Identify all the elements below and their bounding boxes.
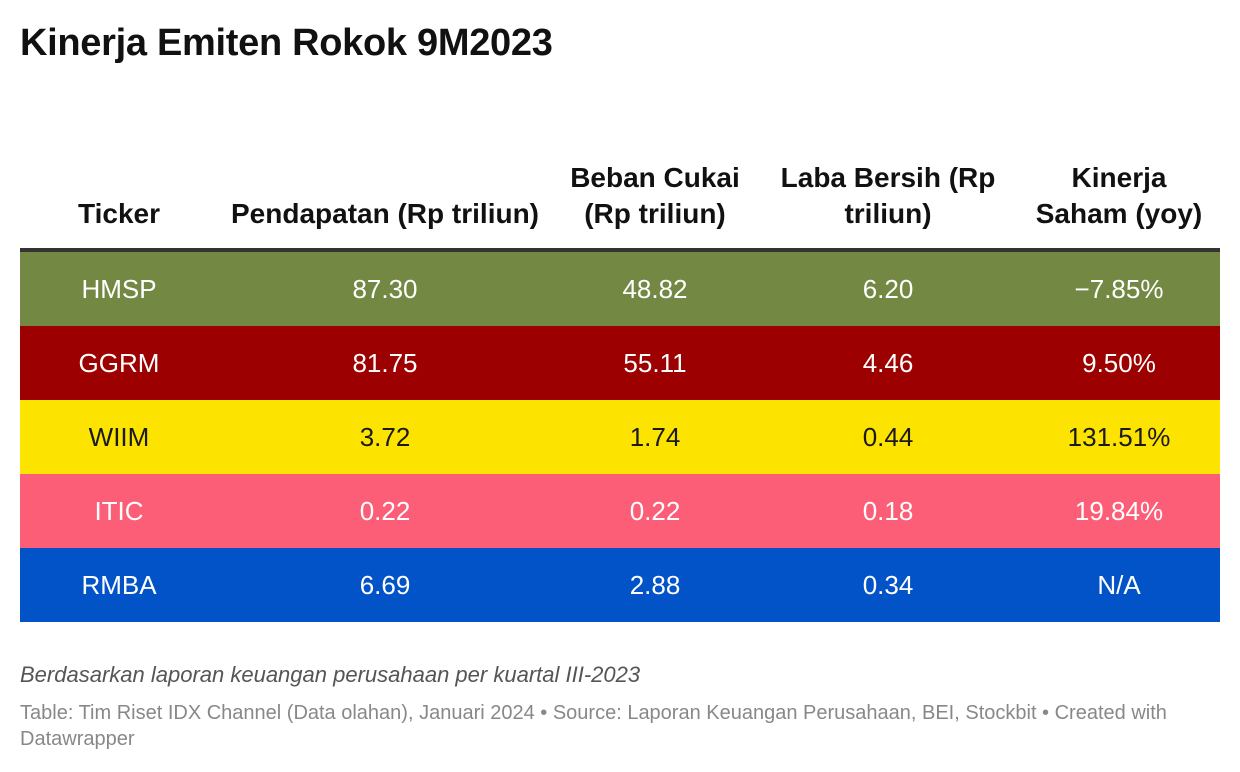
laba-bersih-cell: 4.46: [862, 347, 914, 378]
beban-cukai-cell: 2.88: [629, 569, 681, 600]
laba-bersih-cell: 0.44: [862, 421, 914, 452]
table-row: GGRM 81.75 55.11 4.46 9.50%: [20, 326, 1220, 400]
table-row: ITIC 0.22 0.22 0.18 19.84%: [20, 474, 1220, 548]
pendapatan-cell: 6.69: [359, 569, 411, 600]
ticker-cell: RMBA: [81, 569, 157, 600]
beban-cukai-cell: 1.74: [629, 421, 681, 452]
pendapatan-cell: 87.30: [352, 273, 418, 304]
data-table-container: Ticker Pendapatan (Rp triliun) Beban Cuk…: [20, 120, 1220, 622]
ticker-cell: GGRM: [78, 347, 160, 378]
kinerja-saham-cell: 19.84%: [1074, 495, 1164, 526]
kinerja-saham-cell: 131.51%: [1067, 421, 1171, 452]
kinerja-saham-cell: 9.50%: [1082, 347, 1156, 378]
laba-bersih-cell: 0.34: [862, 569, 914, 600]
pendapatan-cell: 0.22: [359, 495, 411, 526]
chart-title: Kinerja Emiten Rokok 9M2023: [20, 22, 553, 64]
table-row: HMSP 87.30 48.82 6.20 −7.85%: [20, 250, 1220, 326]
ticker-cell: WIIM: [88, 421, 150, 452]
table-body: HMSP 87.30 48.82 6.20 −7.85% GGRM 81.75 55.11 4.…: [20, 250, 1220, 622]
source-footer: Table: Tim Riset IDX Channel (Data olaha…: [20, 702, 1167, 750]
kinerja-saham-cell: −7.85%: [1074, 273, 1164, 304]
column-header-pendapatan[interactable]: Pendapatan (Rp triliun): [218, 120, 552, 252]
laba-bersih-cell: 0.18: [862, 495, 914, 526]
column-header-ticker[interactable]: Ticker: [20, 120, 218, 252]
ticker-cell: ITIC: [94, 495, 144, 526]
table-row: WIIM 3.72 1.74 0.44 131.51%: [20, 400, 1220, 474]
laba-bersih-cell: 6.20: [862, 273, 914, 304]
ticker-cell: HMSP: [81, 273, 157, 304]
pendapatan-cell: 81.75: [352, 347, 418, 378]
beban-cukai-cell: 55.11: [623, 347, 687, 378]
column-header-laba-bersih[interactable]: Laba Bersih (Rp triliun): [758, 120, 1018, 252]
header-row: Ticker Pendapatan (Rp triliun) Beban Cuk…: [20, 120, 1220, 252]
data-table: Ticker Pendapatan (Rp triliun) Beban Cuk…: [20, 120, 1220, 622]
column-header-beban-cukai[interactable]: Beban Cukai (Rp triliun): [552, 120, 758, 252]
table-row: RMBA 6.69 2.88 0.34 N/A: [20, 548, 1220, 622]
table-note: Berdasarkan laporan keuangan perusahaan …: [20, 662, 641, 687]
column-header-kinerja-saham[interactable]: Kinerja Saham (yoy): [1018, 120, 1220, 252]
pendapatan-cell: 3.72: [359, 421, 411, 452]
kinerja-saham-cell: N/A: [1097, 569, 1141, 600]
beban-cukai-cell: 48.82: [622, 273, 688, 304]
beban-cukai-cell: 0.22: [629, 495, 681, 526]
